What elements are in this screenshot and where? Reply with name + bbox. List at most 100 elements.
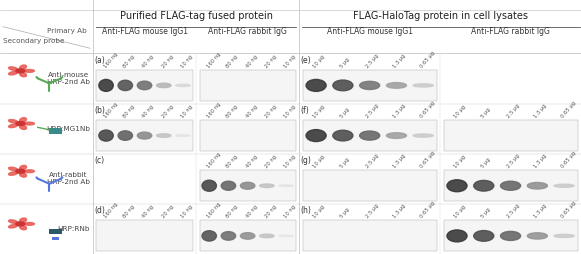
Bar: [96, 220, 193, 251]
Bar: [444, 220, 578, 251]
Text: 2.5 μg: 2.5 μg: [365, 103, 380, 119]
Ellipse shape: [241, 233, 255, 239]
Ellipse shape: [9, 71, 17, 75]
Ellipse shape: [20, 218, 27, 222]
Ellipse shape: [528, 182, 547, 189]
Ellipse shape: [241, 182, 255, 189]
Text: 0.65 μg: 0.65 μg: [560, 200, 577, 219]
Text: 10 μg: 10 μg: [312, 104, 325, 119]
Ellipse shape: [176, 84, 190, 87]
Bar: [303, 70, 437, 101]
Text: (c): (c): [94, 156, 104, 165]
Ellipse shape: [474, 180, 494, 191]
Text: 10 ng: 10 ng: [283, 204, 297, 219]
Text: 10 ng: 10 ng: [283, 54, 297, 69]
Text: 2.5 μg: 2.5 μg: [365, 203, 380, 219]
Text: 40 ng: 40 ng: [142, 204, 155, 219]
Ellipse shape: [99, 80, 113, 91]
Text: 20 ng: 20 ng: [161, 204, 174, 219]
Text: (e): (e): [300, 56, 311, 65]
Ellipse shape: [9, 220, 17, 223]
Ellipse shape: [118, 131, 132, 140]
Ellipse shape: [474, 231, 494, 241]
Text: Anti-rabbit
HRP-2nd Ab: Anti-rabbit HRP-2nd Ab: [47, 172, 90, 185]
Ellipse shape: [20, 165, 27, 170]
Text: (a): (a): [94, 56, 105, 65]
Bar: [200, 70, 296, 101]
Text: FLAG-HaloTag protein in cell lysates: FLAG-HaloTag protein in cell lysates: [353, 11, 528, 21]
Ellipse shape: [20, 72, 27, 77]
Text: 0.65 μg: 0.65 μg: [560, 100, 577, 119]
Text: 160 ng: 160 ng: [206, 51, 222, 69]
Text: 80 ng: 80 ng: [123, 54, 136, 69]
Text: 0.65 μg: 0.65 μg: [419, 200, 436, 219]
Ellipse shape: [24, 70, 34, 72]
Text: Anti-FLAG rabbit IgG: Anti-FLAG rabbit IgG: [208, 27, 287, 36]
Text: 10 ng: 10 ng: [283, 154, 297, 169]
Ellipse shape: [20, 65, 27, 69]
Text: 20 ng: 20 ng: [264, 154, 278, 169]
Text: 10 ng: 10 ng: [180, 104, 193, 119]
Text: 160 ng: 160 ng: [206, 202, 222, 219]
Ellipse shape: [176, 135, 190, 136]
Text: 160 ng: 160 ng: [206, 101, 222, 119]
Ellipse shape: [156, 83, 171, 88]
Text: 160 ng: 160 ng: [206, 152, 222, 169]
Ellipse shape: [20, 125, 27, 130]
Ellipse shape: [9, 225, 17, 228]
Text: 160 ng: 160 ng: [103, 51, 119, 69]
Text: HRP:RNb: HRP:RNb: [58, 226, 90, 232]
Text: (d): (d): [94, 206, 105, 215]
Ellipse shape: [9, 167, 17, 171]
Ellipse shape: [99, 130, 113, 141]
Circle shape: [16, 222, 25, 226]
Text: 2.5 μg: 2.5 μg: [507, 203, 521, 219]
Bar: [52, 237, 59, 240]
Ellipse shape: [9, 124, 17, 128]
Bar: [49, 229, 62, 234]
Text: 5 μg: 5 μg: [480, 106, 491, 119]
Text: 80 ng: 80 ng: [123, 204, 136, 219]
Text: 10 μg: 10 μg: [312, 204, 325, 219]
Text: 10 ng: 10 ng: [180, 204, 193, 219]
Bar: [96, 120, 193, 151]
Bar: [444, 170, 578, 201]
Text: 160 ng: 160 ng: [103, 101, 119, 119]
Text: Anti-FLAG mouse IgG1: Anti-FLAG mouse IgG1: [327, 27, 413, 36]
Ellipse shape: [221, 181, 236, 190]
Ellipse shape: [24, 122, 34, 125]
Text: 2.5 μg: 2.5 μg: [507, 103, 521, 119]
Ellipse shape: [20, 226, 27, 230]
Ellipse shape: [20, 173, 27, 177]
Ellipse shape: [554, 184, 574, 187]
Bar: [444, 120, 578, 151]
Bar: [303, 170, 437, 201]
Ellipse shape: [24, 170, 34, 173]
Ellipse shape: [279, 235, 293, 237]
Bar: [200, 170, 296, 201]
Text: 5 μg: 5 μg: [339, 207, 350, 219]
Circle shape: [16, 69, 25, 73]
Text: 10 μg: 10 μg: [312, 154, 325, 169]
Bar: [200, 220, 296, 251]
Ellipse shape: [9, 67, 17, 70]
Ellipse shape: [528, 233, 547, 239]
Text: 5 μg: 5 μg: [480, 207, 491, 219]
Ellipse shape: [500, 231, 521, 241]
Text: 10 ng: 10 ng: [283, 104, 297, 119]
Text: 20 ng: 20 ng: [264, 104, 278, 119]
Text: (f): (f): [300, 106, 309, 115]
Bar: [303, 220, 437, 251]
Text: 1.3 μg: 1.3 μg: [392, 103, 407, 119]
Ellipse shape: [202, 231, 216, 241]
Text: (b): (b): [94, 106, 105, 115]
Text: 2.5 μg: 2.5 μg: [365, 53, 380, 69]
Text: 1.3 μg: 1.3 μg: [533, 103, 548, 119]
Text: 20 ng: 20 ng: [161, 104, 174, 119]
Text: 80 ng: 80 ng: [225, 104, 239, 119]
Ellipse shape: [24, 223, 34, 225]
Text: Primary Ab: Primary Ab: [48, 28, 87, 34]
Ellipse shape: [386, 83, 407, 88]
Text: 0.65 μg: 0.65 μg: [419, 100, 436, 119]
Bar: [96, 70, 193, 101]
